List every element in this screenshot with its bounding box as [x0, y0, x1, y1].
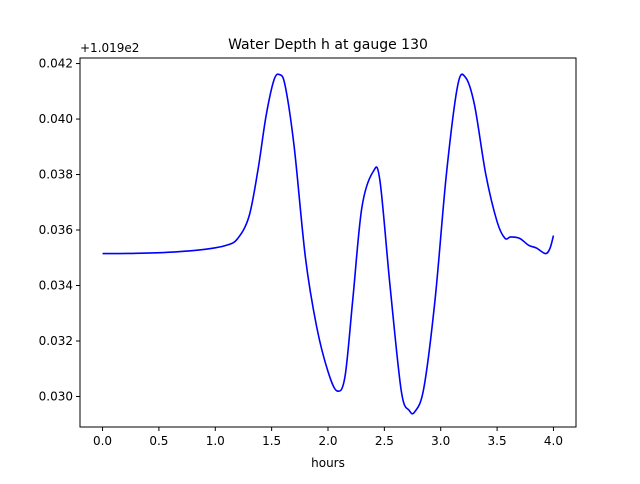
y-tick-label: 0.036 [39, 223, 73, 237]
x-axis-ticks: 0.0 0.5 1.0 1.5 2.0 2.5 3.0 3.5 4.0 [93, 427, 563, 448]
x-tick-label: 4.0 [544, 434, 563, 448]
x-tick-label: 1.5 [262, 434, 281, 448]
chart-title: Water Depth h at gauge 130 [228, 37, 428, 53]
x-tick-label: 0.5 [149, 434, 168, 448]
y-tick-label: 0.038 [39, 168, 73, 182]
x-tick-label: 2.5 [375, 434, 394, 448]
series-line-0 [102, 73, 555, 415]
plot-area [80, 58, 576, 427]
x-tick-label: 3.5 [488, 434, 507, 448]
y-tick-label: 0.030 [39, 389, 73, 403]
series-layer [102, 73, 555, 415]
x-tick-label: 0.0 [93, 434, 112, 448]
x-tick-label: 3.0 [431, 434, 450, 448]
x-axis-label: hours [311, 456, 345, 470]
y-tick-label: 0.034 [39, 279, 73, 293]
x-tick-label: 2.0 [318, 434, 337, 448]
y-tick-label: 0.040 [39, 112, 73, 126]
y-axis-offset-label: +1.019e2 [80, 41, 139, 55]
x-tick-label: 1.0 [206, 434, 225, 448]
y-axis-ticks: 0.030 0.032 0.034 0.036 0.038 0.040 0.042 [39, 57, 80, 403]
y-tick-label: 0.032 [39, 334, 73, 348]
y-tick-label: 0.042 [39, 57, 73, 71]
